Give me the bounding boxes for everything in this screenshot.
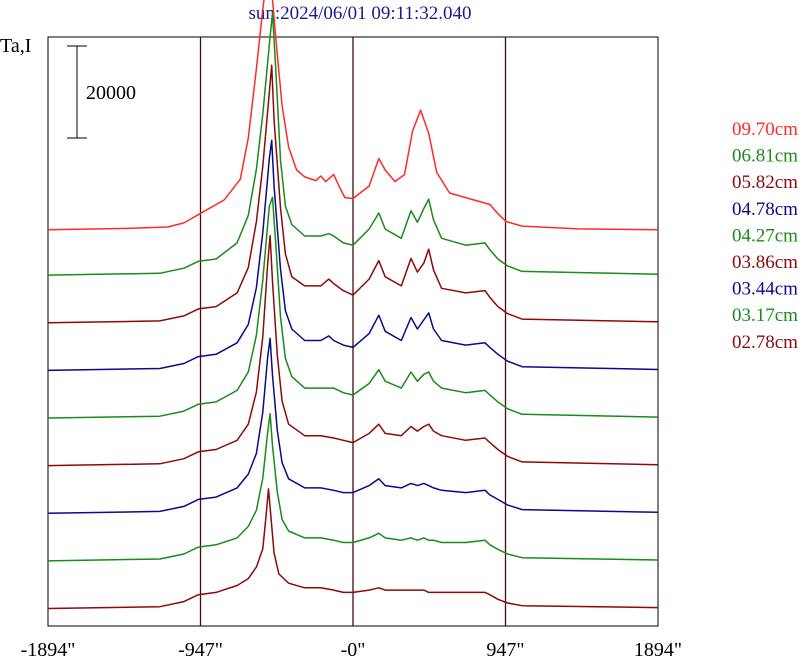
x-tick-label-3: 947" bbox=[486, 639, 524, 661]
series-group bbox=[47, 0, 659, 610]
series-line-03.86cm bbox=[47, 234, 659, 467]
y-axis-label: Ta,I bbox=[0, 35, 31, 57]
scale-bar-label: 20000 bbox=[86, 82, 136, 104]
series-line-03.44cm bbox=[47, 337, 659, 515]
legend-item-03.44cm: 03.44cm bbox=[732, 279, 798, 300]
x-tick-labels: -1894" -947" -0" 947" 1894" bbox=[21, 639, 683, 661]
scale-bar: 20000 bbox=[67, 45, 136, 139]
x-tick-label-0: -1894" bbox=[21, 639, 76, 661]
x-tick-label-4: 1894" bbox=[634, 639, 682, 661]
legend-item-04.27cm: 04.27cm bbox=[732, 225, 798, 246]
series-line-04.27cm bbox=[47, 196, 659, 419]
legend-item-03.86cm: 03.86cm bbox=[732, 252, 798, 273]
series-line-05.82cm bbox=[47, 64, 659, 324]
x-tick-label-1: -947" bbox=[178, 639, 223, 661]
legend-item-09.70cm: 09.70cm bbox=[732, 119, 798, 140]
legend-item-03.17cm: 03.17cm bbox=[732, 305, 798, 326]
series-line-06.81cm bbox=[47, 12, 659, 276]
legend-item-06.81cm: 06.81cm bbox=[732, 146, 798, 167]
legend-item-05.82cm: 05.82cm bbox=[732, 172, 798, 193]
vertical-lines bbox=[199, 37, 507, 626]
legend-item-02.78cm: 02.78cm bbox=[732, 332, 798, 353]
series-line-02.78cm bbox=[47, 488, 659, 610]
series-line-09.70cm bbox=[47, 0, 659, 231]
legend: 09.70cm 06.81cm 05.82cm 04.78cm 04.27cm 03.86… bbox=[732, 119, 798, 353]
series-line-04.78cm bbox=[47, 139, 659, 372]
x-tick-label-2: -0" bbox=[341, 639, 366, 661]
series-line-03.17cm bbox=[47, 412, 659, 562]
chart-title: sun:2024/06/01 09:11:32.040 bbox=[248, 3, 471, 24]
legend-item-04.78cm: 04.78cm bbox=[732, 199, 798, 220]
